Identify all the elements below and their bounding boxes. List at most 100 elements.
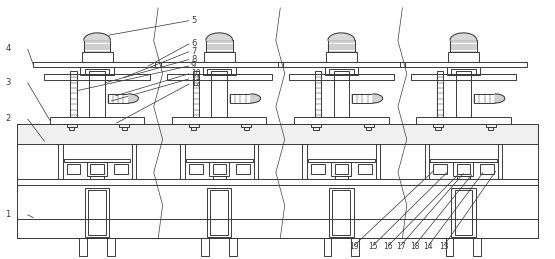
Text: 14: 14 <box>423 242 433 251</box>
Bar <box>191 127 196 130</box>
Bar <box>400 62 527 67</box>
Polygon shape <box>373 94 382 103</box>
Bar <box>334 71 349 117</box>
Bar <box>451 69 476 74</box>
Bar <box>447 67 480 75</box>
Bar <box>244 127 249 130</box>
Bar <box>335 164 348 174</box>
Bar <box>498 144 502 179</box>
Bar <box>79 238 87 256</box>
Bar <box>107 238 115 256</box>
Bar <box>186 159 253 162</box>
Bar <box>207 69 231 74</box>
Bar <box>213 164 226 174</box>
Text: 6: 6 <box>191 39 196 48</box>
Bar <box>474 94 495 103</box>
Bar <box>84 40 110 52</box>
Bar <box>213 176 226 179</box>
Bar <box>209 162 229 176</box>
Bar <box>236 164 250 174</box>
Bar <box>315 71 321 117</box>
Bar <box>328 40 355 52</box>
Bar <box>254 144 258 179</box>
Text: 12: 12 <box>191 79 200 88</box>
Bar <box>114 164 128 174</box>
Bar <box>172 117 266 124</box>
Bar <box>241 124 251 127</box>
Bar <box>204 52 235 62</box>
Bar <box>457 164 470 174</box>
Bar <box>44 74 150 80</box>
Bar <box>230 94 251 103</box>
Polygon shape <box>129 94 138 103</box>
Text: 18: 18 <box>410 242 420 251</box>
Bar <box>85 69 109 74</box>
Text: 11: 11 <box>191 74 200 83</box>
Text: 17: 17 <box>396 242 406 251</box>
Bar <box>17 179 538 185</box>
Text: 8: 8 <box>191 55 196 63</box>
Bar <box>132 144 136 179</box>
Bar <box>358 164 372 174</box>
Bar <box>331 162 351 176</box>
Bar <box>67 164 80 174</box>
Bar <box>33 62 161 67</box>
Bar <box>207 188 231 237</box>
Bar <box>58 144 63 179</box>
Bar <box>473 238 481 256</box>
Bar <box>433 164 447 174</box>
Bar <box>335 176 348 179</box>
Bar <box>457 176 470 179</box>
Bar <box>488 127 493 130</box>
Text: 3: 3 <box>6 78 11 87</box>
Bar <box>189 164 203 174</box>
Bar <box>90 164 104 174</box>
Bar <box>450 40 477 52</box>
Bar <box>88 190 106 235</box>
Text: 19: 19 <box>349 242 359 251</box>
Bar <box>448 52 479 62</box>
Bar <box>324 238 331 256</box>
Bar <box>294 117 388 124</box>
Bar <box>69 127 74 130</box>
Polygon shape <box>84 33 110 40</box>
Bar <box>210 190 228 235</box>
Bar <box>278 62 405 67</box>
Bar <box>70 71 77 117</box>
Polygon shape <box>251 94 260 103</box>
Bar <box>64 159 130 162</box>
Bar <box>229 238 237 256</box>
Text: 13: 13 <box>439 242 449 251</box>
Bar <box>80 67 114 75</box>
Bar <box>89 71 105 117</box>
Bar <box>50 117 144 124</box>
Bar <box>456 71 471 117</box>
Bar <box>289 74 394 80</box>
Text: 9: 9 <box>191 61 196 70</box>
Bar <box>332 190 350 235</box>
Bar <box>180 144 185 179</box>
Text: 10: 10 <box>191 69 200 78</box>
Bar <box>87 162 107 176</box>
Bar <box>189 124 199 127</box>
Bar <box>17 219 538 238</box>
Text: 1: 1 <box>6 210 11 219</box>
Text: 15: 15 <box>368 242 378 251</box>
Bar <box>376 144 380 179</box>
Bar <box>206 40 233 52</box>
Text: 16: 16 <box>384 242 393 251</box>
Bar <box>480 164 494 174</box>
Bar <box>351 238 359 256</box>
Bar <box>329 188 354 237</box>
Bar <box>193 71 199 117</box>
Bar <box>451 188 476 237</box>
Text: 5: 5 <box>191 16 196 25</box>
Bar <box>326 52 357 62</box>
Polygon shape <box>328 33 355 40</box>
Bar <box>211 71 227 117</box>
Bar <box>119 124 129 127</box>
Bar <box>203 67 236 75</box>
Bar <box>90 176 104 179</box>
Polygon shape <box>206 33 233 40</box>
Bar <box>435 127 441 130</box>
